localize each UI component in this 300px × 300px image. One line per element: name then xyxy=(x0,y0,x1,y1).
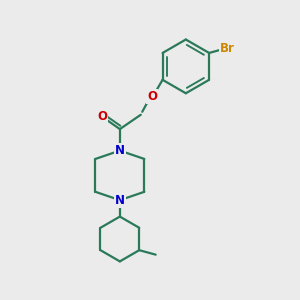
Text: Br: Br xyxy=(220,42,235,55)
Text: N: N xyxy=(115,194,125,207)
Text: O: O xyxy=(147,90,157,103)
Text: N: N xyxy=(115,144,125,157)
Text: O: O xyxy=(97,110,107,123)
